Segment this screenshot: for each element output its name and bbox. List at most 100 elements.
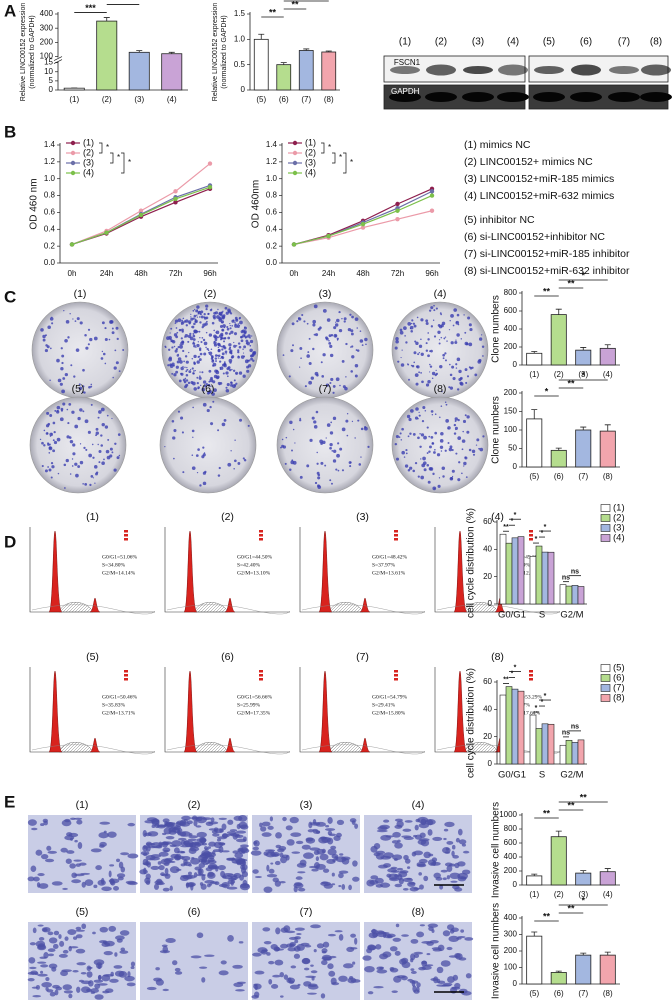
colony (242, 374, 246, 378)
lane-label: (3) (472, 37, 484, 48)
legend-entry: (1) (305, 137, 316, 147)
colony (87, 430, 91, 434)
cell (393, 975, 402, 983)
cell (450, 880, 458, 883)
cell (69, 863, 76, 869)
colony (196, 472, 199, 474)
colony (118, 454, 121, 457)
colony (48, 443, 51, 446)
cell (155, 882, 165, 886)
colony (428, 309, 432, 312)
colony (88, 453, 93, 458)
colony (326, 423, 331, 427)
colony (422, 456, 426, 461)
colony (230, 330, 234, 334)
data-point (395, 201, 400, 207)
y-tick-label: 40 (483, 544, 492, 553)
colony (173, 457, 175, 460)
cell (455, 837, 460, 843)
x-tick-label: (8) (603, 989, 613, 998)
colony (415, 407, 419, 411)
colony (46, 432, 49, 435)
cell (350, 979, 361, 983)
flow-stat: S=34.80% (102, 562, 126, 568)
colony (90, 475, 94, 478)
cell (275, 832, 282, 839)
colony (98, 461, 101, 464)
colony (223, 361, 226, 364)
cell (278, 845, 287, 851)
x-tick-label: (6) (279, 95, 289, 104)
y-tick-label: 1000 (499, 810, 517, 819)
cell (416, 986, 420, 993)
colony (401, 427, 404, 431)
flow-key (394, 530, 398, 533)
colony (238, 317, 241, 320)
colony (214, 335, 218, 340)
colony (47, 325, 51, 330)
cell (37, 873, 45, 877)
dish-label: (1) (74, 288, 87, 300)
legend-swatch (600, 534, 611, 542)
cell (155, 967, 160, 971)
colony (45, 344, 48, 347)
colony (65, 320, 70, 324)
colony (298, 317, 302, 321)
cell (177, 837, 187, 841)
colony (243, 355, 246, 358)
cell (207, 857, 215, 863)
colony (450, 313, 454, 318)
colony (395, 336, 399, 341)
colony (187, 381, 191, 385)
colony (185, 373, 189, 377)
band (463, 66, 493, 74)
y-tick-label: 0.6 (44, 208, 56, 217)
colony (205, 331, 208, 334)
cell (465, 973, 472, 979)
colony (337, 442, 340, 445)
colony (90, 403, 93, 406)
colony (193, 329, 198, 334)
colony (444, 449, 447, 452)
colony (449, 445, 453, 449)
bar (575, 954, 592, 985)
colony (111, 451, 114, 454)
colony (72, 443, 76, 447)
cell (451, 986, 461, 990)
colony (49, 317, 54, 321)
cell (375, 944, 382, 950)
colony (466, 430, 470, 434)
y-tick-label: 200 (40, 37, 54, 46)
flow-key (394, 678, 398, 681)
cell (110, 971, 114, 977)
colony (194, 308, 196, 311)
legend-swatch (600, 684, 611, 692)
colony (68, 402, 72, 406)
colony (56, 410, 60, 414)
y-tick-label: 300 (40, 23, 54, 32)
error-bar (555, 308, 562, 315)
cell (341, 884, 346, 890)
bar (517, 536, 525, 605)
legend-swatch (600, 664, 611, 672)
colony (180, 372, 184, 376)
cell (158, 851, 169, 857)
g1-peak (48, 530, 63, 613)
cell (60, 847, 68, 853)
cell (282, 854, 289, 859)
colony (51, 465, 55, 469)
colony (432, 319, 435, 321)
flow-key (529, 670, 533, 673)
cell (410, 938, 419, 944)
image-label: (2) (188, 799, 201, 811)
cell (387, 935, 393, 939)
colony (433, 451, 436, 454)
cell (274, 959, 284, 966)
cell (428, 853, 434, 857)
bar (550, 314, 567, 366)
colony (184, 385, 188, 389)
significance-label: ns (562, 730, 570, 737)
bar (571, 585, 579, 605)
cell (101, 886, 112, 892)
colony (436, 453, 441, 457)
